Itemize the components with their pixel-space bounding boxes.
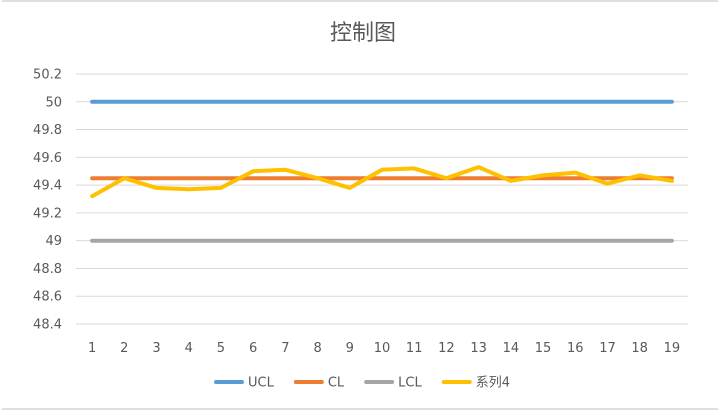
y-tick-label: 49.6	[33, 151, 62, 166]
x-tick-label: 15	[535, 341, 552, 356]
legend-label: UCL	[248, 376, 275, 391]
series-line--4	[90, 165, 674, 199]
x-tick-label: 13	[470, 341, 487, 356]
x-tick-label: 16	[567, 341, 584, 356]
y-tick-label: 48.8	[33, 262, 62, 277]
y-tick-label: 49.8	[33, 123, 62, 138]
y-tick-label: 49.2	[33, 206, 62, 221]
y-tick-label: 49.4	[33, 179, 62, 194]
legend-label: 系列4	[476, 376, 510, 391]
x-tick-label: 17	[599, 341, 616, 356]
y-tick-label: 50.2	[33, 68, 62, 83]
legend-label: CL	[328, 376, 345, 391]
x-tick-label: 9	[346, 341, 354, 356]
x-tick-label: 11	[406, 341, 423, 356]
series-lines	[90, 99, 674, 243]
x-tick-label: 4	[185, 341, 193, 356]
x-tick-label: 2	[120, 341, 128, 356]
x-tick-label: 6	[249, 341, 257, 356]
x-tick-label: 5	[217, 341, 225, 356]
x-tick-label: 3	[152, 341, 160, 356]
y-tick-label: 48.6	[33, 290, 62, 305]
x-tick-label: 14	[503, 341, 520, 356]
x-tick-label: 19	[664, 341, 681, 356]
legend: UCL CL LCL 系列4	[213, 376, 510, 391]
legend-label: LCL	[398, 376, 422, 391]
x-tick-label: 10	[374, 341, 391, 356]
chart-title: 控制图	[330, 21, 396, 46]
x-tick-label: 7	[281, 341, 289, 356]
y-tick-label: 49	[45, 234, 62, 249]
x-tick-label: 12	[438, 341, 455, 356]
y-axis-tick-labels: 50.2 50 49.8 49.6 49.4 49.2 49 48.8 48.6 48.4	[33, 68, 62, 333]
x-axis-tick-labels: 1 2 3 4 5 6 7 8 9 10 11 12 13 14 15 16 17 18 19	[88, 341, 680, 356]
y-tick-label: 48.4	[33, 318, 62, 333]
x-tick-label: 8	[313, 341, 321, 356]
x-tick-label: 1	[88, 341, 96, 356]
y-tick-label: 50	[45, 95, 62, 110]
gridlines	[76, 73, 688, 325]
x-tick-label: 18	[631, 341, 648, 356]
